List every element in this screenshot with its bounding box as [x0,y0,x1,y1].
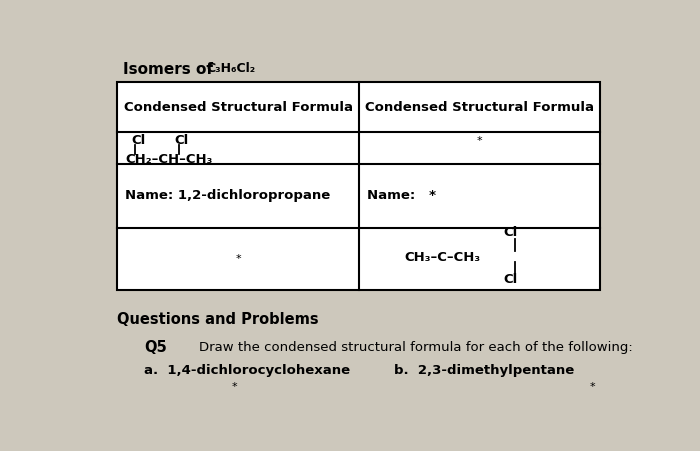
Text: *: * [589,382,595,392]
Text: CH₃–C–CH₃: CH₃–C–CH₃ [405,251,481,264]
Text: Draw the condensed structural formula for each of the following:: Draw the condensed structural formula fo… [199,341,633,354]
Text: *: * [235,254,241,264]
Text: CH₂–CH–CH₃: CH₂–CH–CH₃ [125,153,213,166]
Text: *: * [477,136,482,146]
Text: Name:   *: Name: * [367,189,436,202]
Text: b.  2,3-dimethylpentane: b. 2,3-dimethylpentane [394,364,574,377]
Text: a.  1,4-dichlorocyclohexane: a. 1,4-dichlorocyclohexane [144,364,351,377]
Text: Cl: Cl [503,273,518,285]
Text: Cl: Cl [131,134,145,147]
Text: *: * [231,382,237,392]
Text: Condensed Structural Formula: Condensed Structural Formula [365,101,594,114]
Text: Isomers of: Isomers of [122,62,218,77]
Text: Cl: Cl [503,226,518,239]
Text: C₃H₆Cl₂: C₃H₆Cl₂ [207,62,256,75]
Text: Cl: Cl [174,134,188,147]
FancyBboxPatch shape [118,82,600,290]
Text: Condensed Structural Formula: Condensed Structural Formula [123,101,353,114]
Text: Questions and Problems: Questions and Problems [118,312,319,327]
Text: Name: 1,2-dichloropropane: Name: 1,2-dichloropropane [125,189,330,202]
Text: Q5: Q5 [144,340,167,355]
